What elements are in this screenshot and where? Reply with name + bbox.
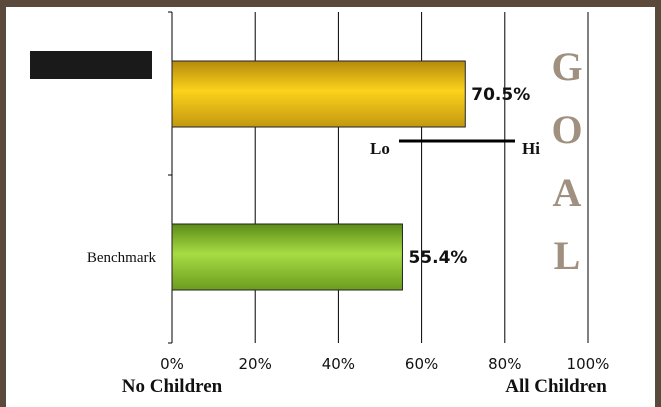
category-label: Benchmark	[87, 250, 157, 266]
bar-0	[171, 60, 466, 128]
chart-panel: 70.5% 55.4% Benchmark 0% 20% 40% 60% 80% 100% No …	[6, 7, 655, 407]
range-marker-low: Lo	[370, 139, 390, 158]
x-tick-label: 0%	[160, 355, 184, 373]
x-tick-label: 80%	[488, 355, 521, 373]
labels: 70.5% 55.4% Benchmark 0% 20% 40% 60% 80% 100% No …	[30, 44, 609, 397]
bars	[171, 60, 466, 291]
x-tick-label: 100%	[567, 355, 610, 373]
x-tick-label: 60%	[405, 355, 438, 373]
range-marker-high: Hi	[522, 139, 540, 158]
data-label: 70.5%	[471, 85, 530, 105]
goal-letter: O	[551, 107, 582, 152]
x-end-label-left: No Children	[122, 376, 223, 397]
data-label: 55.4%	[408, 248, 467, 268]
bar-1	[171, 223, 403, 291]
goal-letter: A	[553, 170, 582, 215]
bar-chart: 70.5% 55.4% Benchmark 0% 20% 40% 60% 80% 100% No …	[30, 11, 609, 397]
x-end-label-right: All Children	[505, 376, 607, 397]
goal-letter: G	[551, 44, 582, 89]
goal-letter: L	[554, 233, 581, 278]
redaction-block	[30, 51, 152, 79]
x-tick-label: 40%	[322, 355, 355, 373]
x-tick-label: 20%	[239, 355, 272, 373]
